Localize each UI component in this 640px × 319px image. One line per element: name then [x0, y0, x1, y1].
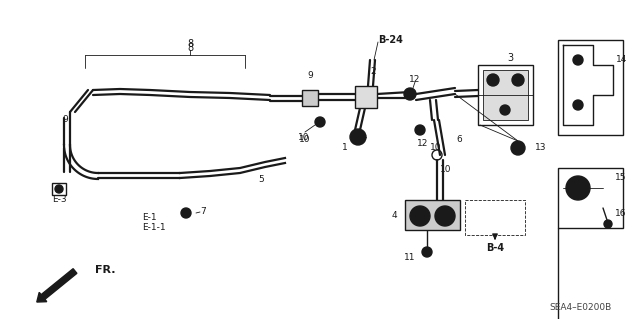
Bar [483, 70, 528, 120]
Circle shape [604, 220, 612, 228]
Text: 10: 10 [430, 144, 442, 152]
Text: 13: 13 [535, 144, 547, 152]
Bar [405, 200, 460, 230]
Text: 10: 10 [298, 133, 310, 143]
Circle shape [415, 125, 425, 135]
Circle shape [573, 183, 583, 193]
Bar [302, 90, 318, 106]
Circle shape [500, 105, 510, 115]
Text: SEA4–E0200B: SEA4–E0200B [549, 303, 611, 313]
Text: 6: 6 [456, 136, 461, 145]
Text: 9: 9 [62, 115, 68, 124]
Bar [558, 168, 623, 228]
Bar [478, 65, 533, 125]
Text: B-4: B-4 [486, 243, 504, 253]
Text: E-1: E-1 [142, 213, 157, 222]
Bar [52, 183, 66, 195]
Text: FR.: FR. [95, 265, 115, 275]
Circle shape [435, 206, 455, 226]
Text: 10: 10 [440, 166, 451, 174]
Text: 8: 8 [187, 43, 193, 53]
Circle shape [422, 247, 432, 257]
Text: 7: 7 [200, 207, 205, 217]
Circle shape [350, 129, 366, 145]
Circle shape [511, 141, 525, 155]
Text: 16: 16 [615, 209, 627, 218]
Bar [355, 86, 377, 108]
Circle shape [512, 74, 524, 86]
Circle shape [566, 176, 590, 200]
Text: 10: 10 [300, 136, 311, 145]
Text: 8: 8 [187, 39, 193, 49]
Text: 2: 2 [370, 66, 376, 76]
Text: 9: 9 [307, 71, 313, 80]
FancyArrow shape [36, 269, 77, 302]
Text: 12: 12 [410, 76, 420, 85]
Circle shape [410, 206, 430, 226]
Circle shape [573, 100, 583, 110]
Text: 1: 1 [342, 144, 348, 152]
Circle shape [573, 55, 583, 65]
Circle shape [181, 208, 191, 218]
Circle shape [515, 145, 521, 151]
Circle shape [55, 185, 63, 193]
Text: 14: 14 [616, 56, 627, 64]
Text: E-3: E-3 [52, 196, 67, 204]
Text: 15: 15 [615, 174, 627, 182]
Bar [465, 200, 525, 235]
Text: 5: 5 [258, 175, 264, 184]
Text: 11: 11 [403, 253, 415, 262]
Text: 4: 4 [392, 211, 397, 220]
Text: 3: 3 [507, 53, 513, 63]
Bar [558, 40, 623, 135]
Text: 12: 12 [417, 138, 429, 147]
Circle shape [487, 74, 499, 86]
Text: E-1-1: E-1-1 [142, 224, 166, 233]
Circle shape [404, 88, 416, 100]
Circle shape [315, 117, 325, 127]
Text: B-24: B-24 [378, 35, 403, 45]
